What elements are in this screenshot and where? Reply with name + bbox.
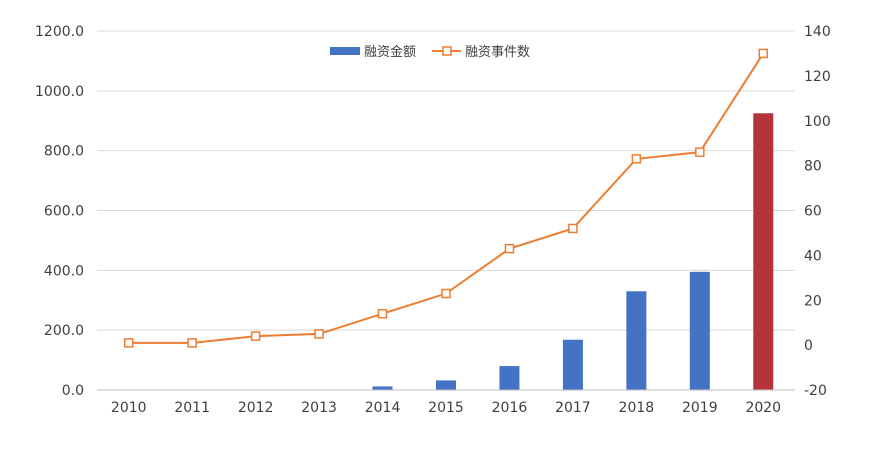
- line-point: [314, 329, 324, 339]
- y-right-tick-label: 0: [804, 338, 813, 354]
- line-point: [187, 338, 197, 348]
- line-point: [695, 147, 705, 157]
- bar: [499, 366, 520, 390]
- legend: 融资金额 融资事件数: [330, 44, 530, 60]
- legend-label-funding-amount: 融资金额: [364, 44, 416, 60]
- y-right-tick-label: 80: [804, 159, 822, 175]
- y-left-tick-label: 1200.0: [35, 24, 84, 40]
- bar: [562, 339, 583, 390]
- line-point: [377, 308, 388, 319]
- y-left-tick-label: 800.0: [44, 144, 84, 160]
- bar: [753, 113, 774, 390]
- x-tick-label: 2010: [111, 400, 147, 416]
- y-right-tick-label: 100: [804, 114, 831, 130]
- line-point: [123, 338, 134, 348]
- x-tick-label: 2012: [238, 400, 274, 416]
- x-tick-label: 2020: [745, 400, 781, 416]
- bar: [626, 291, 647, 390]
- y-right-tick-label: 40: [804, 248, 822, 264]
- y-left-tick-label: 600.0: [44, 204, 84, 220]
- y-left-tick-label: 200.0: [44, 323, 84, 339]
- line-series-funding-events: [123, 48, 769, 348]
- y-right-tick-label: 60: [804, 204, 822, 220]
- legend-marker-funding-events: [442, 46, 452, 56]
- series-line: [128, 52, 765, 344]
- line-point: [441, 288, 451, 299]
- legend-swatch-funding-amount: [330, 47, 360, 55]
- line-point: [504, 243, 515, 254]
- y-left-tick-label: 1000.0: [35, 84, 84, 100]
- line-point: [250, 331, 261, 341]
- y-left-tick-label: 0.0: [62, 383, 84, 399]
- x-tick-label: 2019: [682, 400, 718, 416]
- y-right-tick-label: -20: [804, 383, 827, 399]
- y-right-tick-label: 120: [804, 69, 831, 85]
- x-tick-label: 2018: [619, 400, 655, 416]
- bars-series-funding-amount: [372, 113, 774, 390]
- bar: [372, 386, 393, 390]
- line-point: [568, 223, 578, 234]
- y-right-tick-label: 20: [804, 293, 822, 309]
- x-tick-label: 2017: [555, 400, 591, 416]
- y-left-tick-label: 400.0: [44, 263, 84, 279]
- x-tick-label: 2014: [365, 400, 401, 416]
- bar: [689, 271, 710, 390]
- x-tick-label: 2015: [428, 400, 464, 416]
- x-tick-label: 2013: [301, 400, 337, 416]
- bar: [436, 380, 456, 390]
- axes: 0.0 200.0 400.0 600.0 800.0 1000.0 1200.0 -20 0 2…: [35, 24, 831, 416]
- x-tick-label: 2016: [492, 400, 528, 416]
- x-tick-label: 2011: [174, 400, 210, 416]
- y-right-tick-label: 140: [804, 24, 831, 40]
- line-point: [631, 154, 642, 164]
- legend-label-funding-events: 融资事件数: [465, 45, 530, 60]
- line-point: [758, 48, 769, 59]
- gridlines: [97, 30, 795, 331]
